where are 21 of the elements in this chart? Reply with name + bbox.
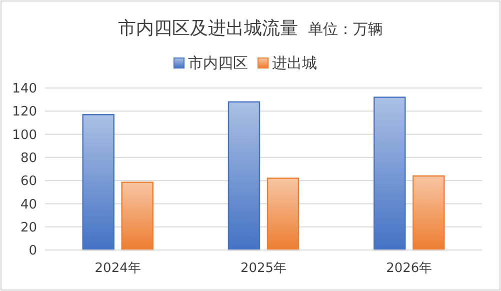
y-tick-label: 40 xyxy=(20,197,37,212)
bar xyxy=(412,175,445,251)
y-tick-label: 100 xyxy=(12,128,37,143)
bar xyxy=(82,114,114,251)
y-tick-label: 140 xyxy=(12,82,37,97)
chart-title: 市内四区及进出城流量 xyxy=(118,18,298,39)
y-tick-label: 20 xyxy=(20,220,37,236)
y-tick-label: 60 xyxy=(20,174,37,190)
y-tick-label: 80 xyxy=(20,150,37,166)
bar xyxy=(374,96,406,251)
y-tick-label: 120 xyxy=(12,104,37,120)
x-tick-label: 2026年 xyxy=(386,261,432,276)
bar xyxy=(228,101,260,251)
bar xyxy=(266,178,300,251)
x-tick-label: 2025年 xyxy=(240,261,287,276)
x-tick-label: 2024年 xyxy=(94,261,141,276)
legend-label: 进出城 xyxy=(272,54,317,72)
chart-subtitle: 单位：万辆 xyxy=(308,20,383,38)
legend-label: 市内四区 xyxy=(188,54,248,72)
bar xyxy=(121,182,154,251)
y-tick-label: 0 xyxy=(28,244,37,259)
